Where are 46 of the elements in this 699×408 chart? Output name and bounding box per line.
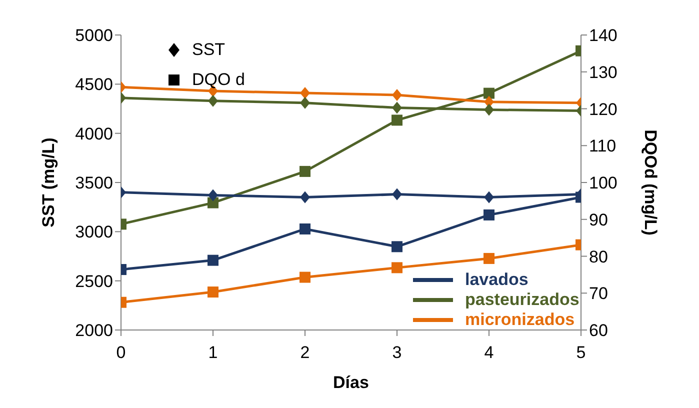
x-tick-label: 2 [300,343,310,362]
point [392,241,402,252]
point [392,114,402,126]
y2-tick-label: 80 [589,247,608,266]
legend-label: micronizados [465,310,575,330]
y2-tick-label: 70 [589,284,608,304]
point [484,191,494,204]
y-tick-label: 4000 [75,124,113,144]
x-tick-label: 4 [484,343,494,362]
y2-tick-label: 120 [589,100,618,119]
x-tick-label: 0 [116,343,126,362]
point [300,87,310,100]
y2-tick-label: 140 [589,26,618,46]
y-tick-label: 2500 [75,272,113,291]
point [392,262,402,274]
y-tick-label: 2000 [75,321,113,340]
y-tick-label: 3000 [75,222,113,242]
point [208,94,218,107]
point [300,223,310,234]
point [392,188,402,200]
x-tick-label: 1 [208,343,218,362]
legend-label: lavados [465,270,528,290]
y-tick-label: 4500 [75,75,113,94]
legend-label: pasteurizados [465,290,580,310]
y2-tick-label: 60 [589,321,608,340]
y-tick-label: 5000 [75,26,113,46]
annotation: DQO d [192,70,245,90]
point [300,166,310,177]
point [392,102,402,114]
point [300,96,310,109]
x-axis-title: Días [333,373,369,392]
annotation: SST [192,40,226,60]
point [208,189,218,202]
point [300,191,310,204]
y2-axis-title: DQOd (mg/L) [640,130,660,236]
point [392,88,402,101]
y2-tick-label: 130 [589,62,618,82]
y2-tick-label: 110 [589,136,616,156]
x-tick-label: 5 [576,343,586,362]
x-tick-label: 3 [392,343,402,362]
y2-tick-label: 100 [589,174,618,193]
y-tick-label: 3500 [75,174,113,193]
y-axis-title: SST (mg/L) [39,138,58,228]
point [484,104,494,116]
y2-tick-label: 90 [589,210,608,230]
point [300,272,310,283]
